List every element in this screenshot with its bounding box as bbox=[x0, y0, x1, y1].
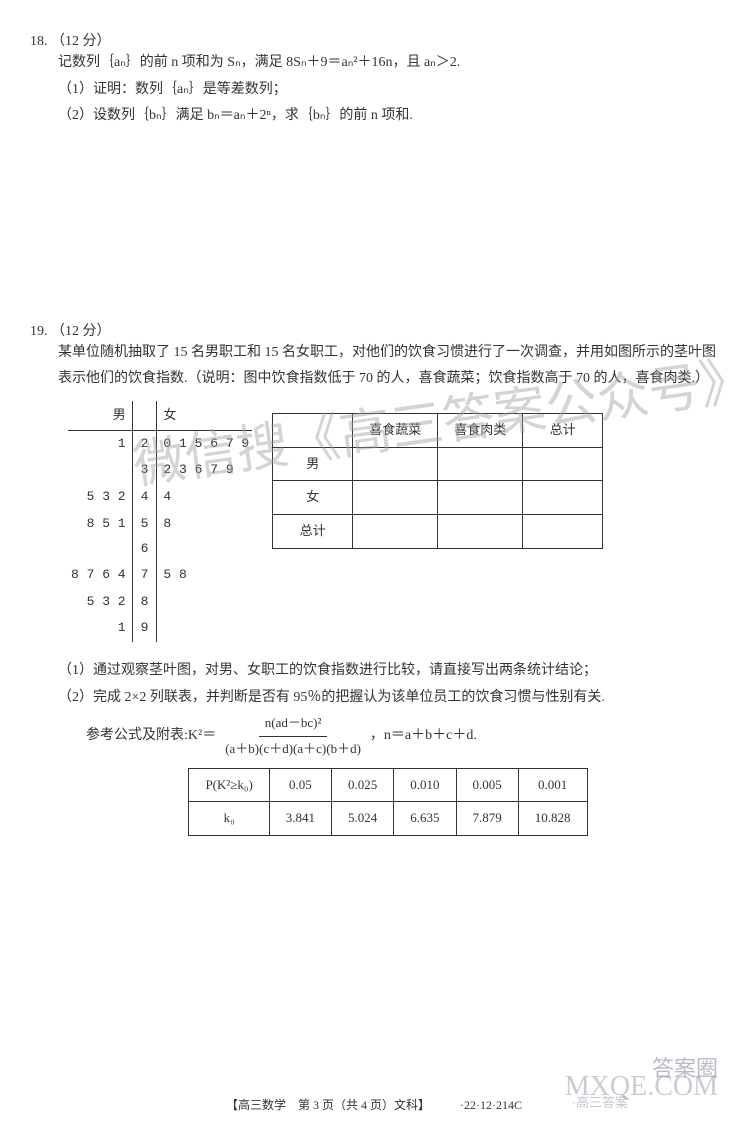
frac-den: (a＋b)(c＋d)(a＋c)(b＋d) bbox=[219, 737, 367, 762]
sl-left: 1 bbox=[68, 430, 132, 457]
ct-blank bbox=[273, 413, 353, 447]
sl-left: 8 7 6 4 bbox=[68, 562, 132, 589]
sl-head-left: 男 bbox=[68, 401, 132, 430]
stem-leaf-plot: 男 女 120 1 5 6 7 932 3 6 7 95 3 2448 5 15… bbox=[68, 401, 252, 642]
sl-left: 8 5 1 bbox=[68, 511, 132, 538]
p19-body: 某单位随机抽取了 15 名男职工和 15 名女职工，对他们的饮食习惯进行了一次调… bbox=[30, 340, 718, 836]
ct-r2: 女 bbox=[273, 481, 353, 515]
kv3: 7.879 bbox=[456, 802, 518, 836]
k2-fraction: n(ad－bc)² (a＋b)(c＋d)(a＋c)(b＋d) bbox=[219, 711, 367, 761]
p18-header: 18. （12 分） bbox=[30, 30, 718, 50]
sl-stem: 6 bbox=[132, 537, 157, 562]
ct-h1: 喜食蔬菜 bbox=[353, 413, 438, 447]
k-header: P(K²≥k₀) bbox=[189, 768, 269, 802]
p18-sub1: （1）证明：数列｛aₙ｝是等差数列； bbox=[58, 77, 718, 104]
kp4: 0.001 bbox=[518, 768, 587, 802]
p18-body: 记数列｛aₙ｝的前 n 项和为 Sₙ，满足 8Sₙ＋9＝aₙ²＋16n，且 aₙ… bbox=[30, 50, 718, 130]
kp1: 0.025 bbox=[332, 768, 394, 802]
page-footer: 【高三数学 第 3 页（共 4 页）文科】 ·22·12·214C bbox=[0, 1096, 748, 1113]
ct-h2: 喜食肉类 bbox=[438, 413, 523, 447]
p19-sub2: （2）完成 2×2 列联表，并判断是否有 95％的把握认为该单位员工的饮食习惯与… bbox=[58, 685, 718, 712]
sl-left: 5 3 2 bbox=[68, 484, 132, 511]
k-reference-table: P(K²≥k₀) 0.05 0.025 0.010 0.005 0.001 k₀… bbox=[188, 768, 587, 836]
p19-intro: 某单位随机抽取了 15 名男职工和 15 名女职工，对他们的饮食习惯进行了一次调… bbox=[58, 340, 718, 393]
sl-head-right: 女 bbox=[157, 401, 252, 430]
sl-right: 8 bbox=[157, 511, 252, 538]
sl-right bbox=[157, 615, 252, 642]
ref-tail: ，n＝a＋b＋c＋d. bbox=[370, 723, 477, 750]
sl-stem: 4 bbox=[132, 484, 157, 511]
sl-stem: 7 bbox=[132, 562, 157, 589]
watermark-ansquan: 答案圈 bbox=[652, 1051, 718, 1083]
k-row-label: k₀ bbox=[189, 802, 269, 836]
ct-r3: 总计 bbox=[273, 515, 353, 549]
p19-formula-line: 参考公式及附表:K²＝ n(ad－bc)² (a＋b)(c＋d)(a＋c)(b＋… bbox=[58, 711, 718, 761]
sl-stem: 5 bbox=[132, 511, 157, 538]
kp3: 0.005 bbox=[456, 768, 518, 802]
sl-left: 1 bbox=[68, 615, 132, 642]
kv1: 5.024 bbox=[332, 802, 394, 836]
sl-right: 2 3 6 7 9 bbox=[157, 457, 252, 484]
sl-right bbox=[157, 537, 252, 562]
kv0: 3.841 bbox=[269, 802, 331, 836]
ct-h3: 总计 bbox=[523, 413, 603, 447]
kv4: 10.828 bbox=[518, 802, 587, 836]
sl-left bbox=[68, 457, 132, 484]
sl-right: 5 8 bbox=[157, 562, 252, 589]
sl-right: 0 1 5 6 7 9 bbox=[157, 430, 252, 457]
ct-r1: 男 bbox=[273, 447, 353, 481]
sl-left bbox=[68, 537, 132, 562]
p18-number: 18. bbox=[30, 34, 48, 49]
sl-stem: 3 bbox=[132, 457, 157, 484]
sl-stem: 8 bbox=[132, 589, 157, 616]
p18-points: （12 分） bbox=[51, 34, 111, 49]
frac-num: n(ad－bc)² bbox=[259, 711, 328, 737]
sl-left: 5 3 2 bbox=[68, 589, 132, 616]
sl-stem: 2 bbox=[132, 430, 157, 457]
p19-number: 19. bbox=[30, 324, 48, 339]
p19-header: 19. （12 分） bbox=[30, 320, 718, 340]
problem-18: 18. （12 分） 记数列｛aₙ｝的前 n 项和为 Sₙ，满足 8Sₙ＋9＝a… bbox=[30, 30, 718, 130]
footer-text: 【高三数学 第 3 页（共 4 页）文科】 bbox=[226, 1098, 430, 1112]
footer-code: ·22·12·214C bbox=[460, 1098, 522, 1112]
p19-points: （12 分） bbox=[51, 324, 111, 339]
kv2: 6.635 bbox=[394, 802, 456, 836]
kp2: 0.010 bbox=[394, 768, 456, 802]
sl-right: 4 bbox=[157, 484, 252, 511]
kp0: 0.05 bbox=[269, 768, 331, 802]
sl-stem: 9 bbox=[132, 615, 157, 642]
p18-line1: 记数列｛aₙ｝的前 n 项和为 Sₙ，满足 8Sₙ＋9＝aₙ²＋16n，且 aₙ… bbox=[58, 50, 718, 77]
p19-sub1: （1）通过观察茎叶图，对男、女职工的饮食指数进行比较，请直接写出两条统计结论； bbox=[58, 658, 718, 685]
contingency-table: 喜食蔬菜 喜食肉类 总计 男 女 总计 bbox=[272, 413, 603, 549]
problem-19: 19. （12 分） 某单位随机抽取了 15 名男职工和 15 名女职工，对他们… bbox=[30, 320, 718, 836]
ref-label: 参考公式及附表:K²＝ bbox=[86, 723, 216, 750]
p18-sub2: （2）设数列｛bₙ｝满足 bₙ＝aₙ＋2ⁿ，求｛bₙ｝的前 n 项和. bbox=[58, 103, 718, 130]
sl-head-stem bbox=[132, 401, 157, 430]
sl-right bbox=[157, 589, 252, 616]
